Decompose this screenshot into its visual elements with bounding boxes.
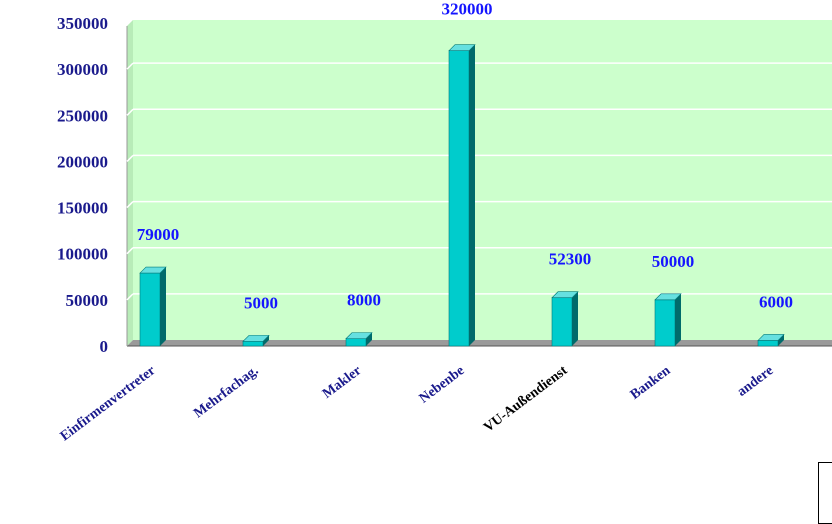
- bar-top: [757, 334, 785, 341]
- gridline-wall: [126, 108, 134, 116]
- y-tick-label: 350000: [57, 14, 108, 33]
- gridline-wall: [126, 154, 134, 162]
- bar: [242, 335, 270, 347]
- bar-chart: 0 50000 100000 150000 200000 250000 300000 3500…: [57, 0, 832, 444]
- bar-top: [242, 335, 270, 342]
- gridline-wall: [126, 293, 134, 301]
- x-tick-label: Nebenbe: [417, 363, 468, 406]
- bar-side: [469, 44, 475, 346]
- bar-side: [366, 332, 372, 346]
- plot-area: [126, 20, 832, 347]
- gridline-wall: [126, 247, 134, 255]
- bar-front: [242, 341, 264, 347]
- bar-top: [654, 293, 682, 301]
- bar-front: [654, 299, 676, 347]
- x-axis-ticks: Einfirmenvertreter Mehrfachag. Makler Neben…: [58, 363, 777, 444]
- data-labels: 79000 5000 8000 320000 52300 50000 6000: [137, 0, 793, 312]
- gridline-wall: [126, 62, 134, 70]
- bar: [448, 44, 476, 347]
- y-axis-ticks: 0 50000 100000 150000 200000 250000 300000 3500…: [57, 14, 108, 356]
- plot-side-wall: [127, 20, 133, 346]
- bar: [345, 332, 373, 347]
- bar-top: [139, 266, 167, 274]
- bar-top: [345, 332, 373, 339]
- x-tick-label: Banken: [628, 363, 674, 403]
- bar: [139, 266, 167, 347]
- data-label: 6000: [759, 292, 793, 311]
- data-label: 79000: [137, 225, 180, 244]
- plot-floor: [127, 340, 832, 346]
- data-label: 320000: [442, 0, 493, 19]
- data-label: 5000: [244, 293, 278, 312]
- data-label: 8000: [347, 291, 381, 310]
- bar-top: [448, 44, 476, 51]
- y-tick-label: 0: [100, 337, 109, 356]
- bar-side: [778, 334, 784, 346]
- bar: [757, 334, 785, 347]
- bar-front: [345, 338, 367, 347]
- bars: [139, 44, 785, 347]
- bar-front: [139, 272, 161, 347]
- x-tick-label: Einfirmenvertreter: [58, 363, 159, 444]
- bar-side: [160, 267, 166, 346]
- bar-side: [572, 291, 578, 346]
- data-label: 52300: [549, 250, 592, 269]
- plot-background: [133, 20, 832, 340]
- bar-front: [757, 340, 779, 347]
- bar-top: [551, 291, 579, 299]
- x-tick-label: Makler: [320, 363, 364, 402]
- bar: [654, 293, 682, 347]
- gridline-wall: [126, 201, 134, 209]
- legend-box: [818, 462, 832, 524]
- y-tick-label: 250000: [57, 106, 108, 125]
- data-label: 50000: [652, 252, 695, 271]
- gridlines: [126, 16, 832, 301]
- x-tick-label: Mehrfachag.: [191, 363, 261, 421]
- x-tick-label: VU-Außendienst: [481, 363, 570, 436]
- bar-side: [675, 293, 681, 346]
- bar: [551, 291, 579, 347]
- bar-side: [263, 335, 269, 346]
- y-tick-label: 100000: [57, 245, 108, 264]
- y-tick-label: 300000: [57, 60, 108, 79]
- y-tick-label: 150000: [57, 199, 108, 218]
- y-tick-label: 200000: [57, 152, 108, 171]
- y-tick-label: 50000: [66, 291, 109, 310]
- bar-front: [448, 50, 470, 347]
- gridline-wall: [126, 16, 134, 24]
- bar-front: [551, 297, 573, 347]
- x-tick-label: andere: [735, 363, 777, 400]
